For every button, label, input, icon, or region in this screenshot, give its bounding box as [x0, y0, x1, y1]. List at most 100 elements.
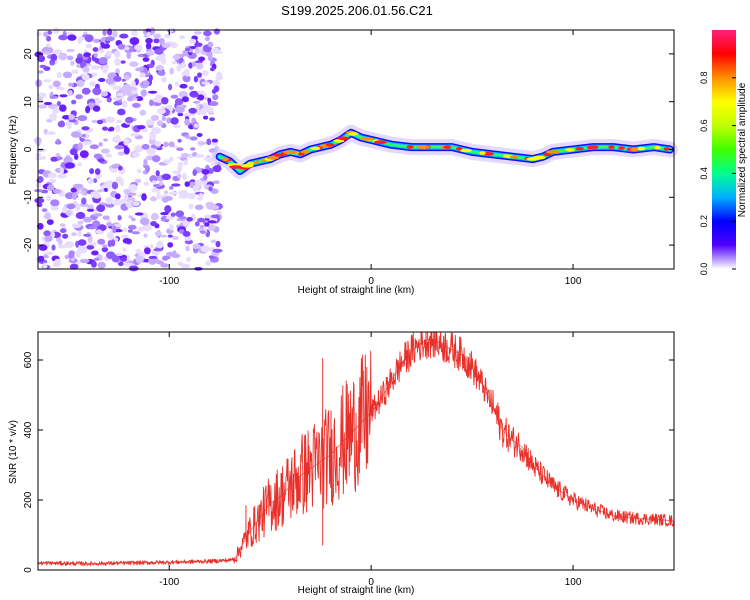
noise-speck — [149, 196, 158, 202]
noise-speck — [39, 64, 47, 69]
noise-speck — [92, 213, 103, 217]
noise-speck — [85, 44, 93, 49]
noise-speck — [74, 153, 79, 160]
noise-speck — [146, 31, 151, 38]
ridge-hotspot — [618, 146, 625, 150]
noise-speck — [193, 123, 199, 128]
noise-speck — [92, 105, 101, 112]
noise-speck — [168, 141, 175, 148]
noise-speck — [92, 38, 101, 43]
noise-speck — [145, 37, 153, 44]
noise-speck — [53, 27, 60, 34]
noise-speck — [120, 60, 126, 64]
noise-speck — [103, 138, 108, 142]
noise-speck — [161, 97, 169, 105]
noise-speck — [64, 254, 70, 260]
noise-speck — [49, 95, 59, 99]
noise-speck — [145, 165, 150, 173]
noise-speck — [89, 168, 95, 175]
noise-speck — [205, 260, 212, 266]
noise-speck — [57, 173, 67, 179]
noise-speck — [82, 216, 93, 223]
noise-speck — [77, 239, 87, 246]
noise-speck — [156, 260, 165, 265]
noise-speck — [91, 260, 97, 268]
noise-speck — [143, 181, 150, 186]
noise-speck — [184, 181, 190, 187]
colorbar-label: Normalized spectral amplitude — [737, 82, 748, 217]
noise-speck — [67, 34, 77, 41]
noise-speck — [50, 199, 60, 207]
noise-speck — [92, 178, 98, 183]
noise-speck — [200, 230, 206, 234]
noise-speck — [119, 33, 129, 39]
noise-speck — [52, 80, 61, 88]
noise-speck — [160, 263, 169, 268]
noise-speck — [43, 31, 49, 38]
noise-speck — [75, 94, 83, 100]
noise-speck — [68, 251, 75, 259]
noise-speck — [127, 192, 137, 196]
noise-speck — [206, 157, 214, 163]
noise-speck — [75, 249, 81, 258]
noise-speck — [101, 247, 109, 253]
noise-speck — [102, 29, 107, 36]
noise-speck — [212, 180, 220, 184]
noise-speck — [41, 208, 48, 213]
noise-speck — [105, 116, 115, 123]
noise-speck — [81, 126, 90, 131]
noise-speck — [83, 52, 91, 58]
noise-speck — [68, 82, 74, 87]
noise-speck — [103, 187, 109, 192]
noise-speck — [210, 214, 220, 219]
noise-speck — [66, 48, 75, 53]
noise-speck — [149, 244, 154, 249]
noise-speck — [116, 119, 123, 124]
noise-speck — [113, 198, 122, 206]
noise-speck — [106, 50, 113, 57]
noise-speck — [134, 145, 144, 153]
noise-speck — [185, 47, 191, 52]
noise-speck — [185, 245, 190, 252]
noise-speck — [135, 248, 142, 254]
noise-speck — [79, 258, 90, 264]
noise-speck — [102, 182, 111, 190]
noise-speck — [65, 210, 72, 216]
noise-speck — [112, 225, 117, 234]
noise-speck — [35, 79, 43, 88]
noise-speck — [145, 42, 152, 50]
noise-speck — [106, 96, 112, 103]
noise-speck — [164, 196, 173, 201]
noise-speck — [134, 44, 143, 51]
noise-speck — [194, 47, 200, 54]
noise-speck — [45, 131, 56, 136]
noise-speck — [79, 150, 89, 159]
noise-speck — [142, 57, 150, 62]
noise-speck — [212, 94, 219, 101]
y-tick-label: 600 — [23, 351, 34, 368]
noise-speck — [81, 87, 91, 95]
noise-speck — [197, 72, 202, 78]
noise-speck — [210, 67, 215, 72]
noise-speck — [44, 235, 53, 242]
noise-speck — [178, 91, 188, 98]
noise-speck — [141, 193, 147, 201]
noise-speck — [50, 206, 59, 211]
noise-speck — [59, 228, 67, 234]
noise-speck — [115, 252, 124, 256]
noise-speck — [62, 233, 69, 239]
noise-speck — [37, 70, 44, 74]
noise-speck — [190, 147, 196, 151]
ridge-hotspot — [247, 162, 254, 166]
noise-speck — [188, 107, 197, 114]
noise-speck — [193, 31, 202, 35]
noise-speck — [86, 208, 95, 212]
noise-speck — [52, 188, 62, 194]
noise-speck — [117, 108, 126, 116]
ridge-hotspot — [575, 146, 584, 151]
noise-speck — [93, 192, 101, 199]
noise-speck — [58, 34, 68, 41]
noise-speck — [194, 179, 203, 185]
noise-speck — [81, 197, 87, 205]
